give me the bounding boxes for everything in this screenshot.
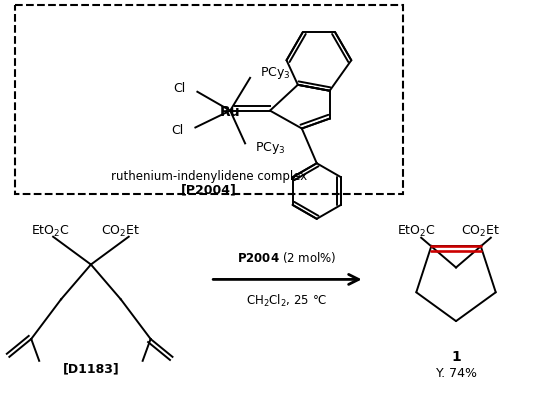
Text: CO$_2$Et: CO$_2$Et: [461, 224, 500, 239]
Text: [D1183]: [D1183]: [63, 362, 119, 375]
Text: [P2004]: [P2004]: [181, 184, 237, 196]
Text: Y. 74%: Y. 74%: [435, 367, 477, 380]
Text: CH$_2$Cl$_2$, 25 °C: CH$_2$Cl$_2$, 25 °C: [246, 293, 327, 309]
Text: 1: 1: [451, 350, 461, 364]
Text: Cl: Cl: [171, 124, 184, 137]
Text: PCy$_3$: PCy$_3$: [260, 65, 291, 81]
Text: EtO$_2$C: EtO$_2$C: [31, 224, 70, 239]
Text: ruthenium-indenylidene complex: ruthenium-indenylidene complex: [111, 170, 308, 183]
Text: CO$_2$Et: CO$_2$Et: [101, 224, 140, 239]
Bar: [16, 6, 403, 194]
Text: Cl: Cl: [173, 82, 186, 95]
Text: Ru: Ru: [220, 105, 241, 119]
Text: PCy$_3$: PCy$_3$: [255, 140, 286, 156]
Text: EtO$_2$C: EtO$_2$C: [398, 224, 436, 239]
Text: $\mathbf{P2004}$ (2 mol%): $\mathbf{P2004}$ (2 mol%): [237, 250, 337, 265]
